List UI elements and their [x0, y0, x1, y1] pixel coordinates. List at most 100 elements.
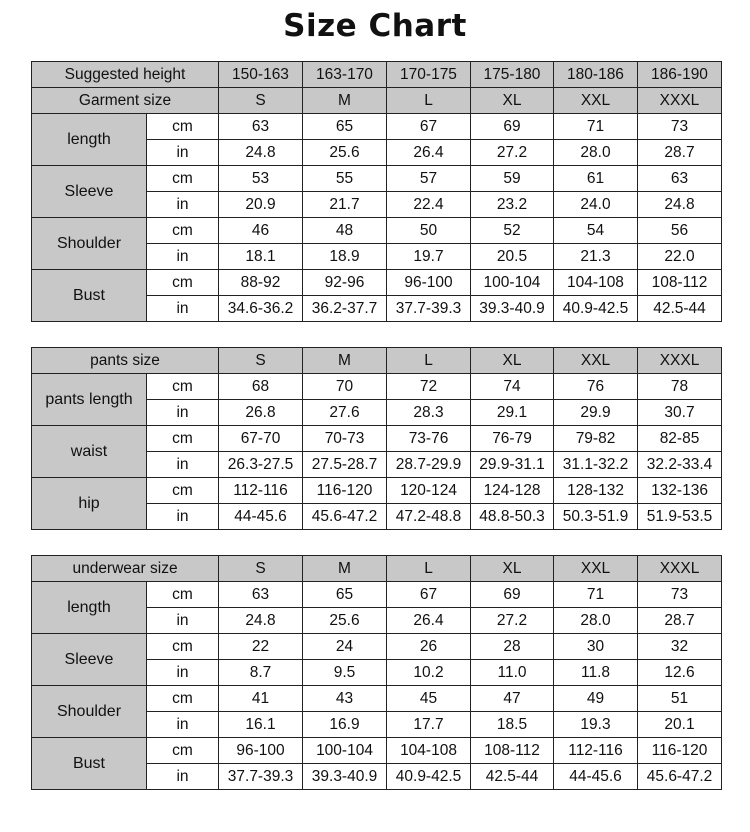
value-cell: 10.2 [386, 659, 472, 686]
value-cell: 18.5 [470, 711, 555, 738]
value-cell: 67 [386, 581, 472, 608]
table-row: Shoulder cm 46 48 50 52 54 56 [31, 217, 722, 270]
header-cell: S [218, 87, 303, 114]
value-cell: 76 [553, 373, 639, 400]
header-cell: L [386, 555, 472, 582]
value-cell: 34.6-36.2 [218, 295, 303, 322]
value-cell: 73 [637, 581, 723, 608]
value-cell: 28 [470, 633, 555, 660]
header-cell: XXXL [637, 555, 723, 582]
value-cell: 44-45.6 [553, 763, 639, 790]
value-cell: 48 [302, 217, 387, 244]
header-cell: S [218, 555, 304, 582]
value-cell: 20.5 [470, 243, 554, 270]
value-cell: 100-104 [470, 269, 554, 296]
value-cell: 112-116 [553, 737, 639, 764]
table-row: in 34.6-36.2 36.2-37.7 37.7-39.3 39.3-40.9 40… [32, 295, 722, 322]
value-cell: 22.4 [386, 191, 471, 218]
value-cell: 104-108 [386, 737, 472, 764]
value-cell: 45 [386, 685, 472, 712]
header-cell: XL [470, 555, 555, 582]
header-row: Garment size S M L XL XXL XXXL [31, 87, 722, 114]
value-cell: 16.1 [218, 711, 304, 738]
value-cell: 18.9 [302, 243, 387, 270]
value-cell: 8.7 [218, 659, 304, 686]
unit-cell: in [145, 659, 220, 686]
unit-cell: in [146, 295, 219, 322]
value-cell: 26 [386, 633, 472, 660]
value-cell: 67-70 [218, 425, 304, 452]
value-cell: 39.3-40.9 [470, 295, 554, 322]
value-cell: 28.3 [386, 399, 472, 426]
value-cell: 108-112 [470, 737, 555, 764]
value-cell: 46 [218, 217, 303, 244]
value-cell: 24.8 [218, 139, 303, 166]
value-cell: 45.6-47.2 [637, 763, 723, 790]
underwear-size-table: underwear size S M L XL XXL XXXL length cm 63 65 67… [30, 555, 723, 790]
table-row: waist cm 67-70 70-73 73-76 76-79 79-82 82-85 [31, 425, 723, 478]
value-cell: 96-100 [386, 269, 471, 296]
table-row: in 26.3-27.5 27.5-28.7 28.7-29.9 29.9-31.1 31… [32, 451, 723, 478]
table-row: in 20.9 21.7 22.4 23.2 24.0 24.8 [32, 191, 722, 218]
value-cell: 9.5 [302, 659, 388, 686]
value-cell: 76-79 [470, 425, 555, 452]
value-cell: 44-45.6 [218, 503, 304, 530]
unit-cell: cm [146, 217, 219, 244]
value-cell: 16.9 [302, 711, 388, 738]
header-row: pants size S M L XL XXL XXXL [30, 347, 723, 374]
value-cell: 42.5-44 [470, 763, 555, 790]
value-cell: 26.4 [386, 607, 472, 634]
value-cell: 71 [553, 113, 638, 140]
value-cell: 19.3 [553, 711, 639, 738]
value-cell: 69 [470, 113, 554, 140]
table-row: Bust cm 88-92 92-96 96-100 100-104 104-108 108-… [31, 269, 722, 322]
value-cell: 28.0 [553, 139, 638, 166]
value-cell: 72 [386, 373, 472, 400]
value-cell: 108-112 [637, 269, 722, 296]
table-row: hip cm 112-116 116-120 120-124 124-128 128-132… [31, 477, 723, 530]
value-cell: 11.0 [470, 659, 555, 686]
value-cell: 25.6 [302, 139, 387, 166]
value-cell: 65 [302, 113, 387, 140]
value-cell: 82-85 [637, 425, 723, 452]
value-cell: 88-92 [218, 269, 303, 296]
value-cell: 128-132 [553, 477, 639, 504]
value-cell: 53 [218, 165, 303, 192]
unit-cell: cm [145, 425, 220, 452]
unit-cell: in [146, 191, 219, 218]
measurement-label: Bust [31, 737, 147, 790]
header-row: underwear size S M L XL XXL XXXL [30, 555, 723, 582]
unit-cell: in [145, 607, 220, 634]
value-cell: 24.0 [553, 191, 638, 218]
value-cell: 116-120 [302, 477, 388, 504]
unit-cell: in [146, 139, 219, 166]
value-cell: 55 [302, 165, 387, 192]
table-row: length cm 63 65 67 69 71 73 [31, 113, 722, 166]
value-cell: 116-120 [637, 737, 723, 764]
value-cell: 47 [470, 685, 555, 712]
value-cell: 42.5-44 [637, 295, 722, 322]
value-cell: 48.8-50.3 [470, 503, 555, 530]
value-cell: 28.0 [553, 607, 639, 634]
pants-size-table: pants size S M L XL XXL XXXL pants length cm 68 70… [30, 347, 723, 530]
unit-cell: cm [145, 581, 220, 608]
value-cell: 96-100 [218, 737, 304, 764]
value-cell: 57 [386, 165, 471, 192]
table-row: pants length cm 68 70 72 74 76 78 [31, 373, 723, 426]
header-cell: 163-170 [302, 61, 387, 88]
unit-cell: cm [145, 477, 220, 504]
value-cell: 100-104 [302, 737, 388, 764]
value-cell: 79-82 [553, 425, 639, 452]
value-cell: 104-108 [553, 269, 638, 296]
header-label: underwear size [30, 555, 220, 582]
measurement-label: Bust [31, 269, 147, 322]
value-cell: 25.6 [302, 607, 388, 634]
value-cell: 49 [553, 685, 639, 712]
value-cell: 21.3 [553, 243, 638, 270]
unit-cell: in [145, 451, 220, 478]
unit-cell: in [145, 399, 220, 426]
value-cell: 20.1 [637, 711, 723, 738]
value-cell: 28.7 [637, 607, 723, 634]
value-cell: 23.2 [470, 191, 554, 218]
table-row: in 24.8 25.6 26.4 27.2 28.0 28.7 [32, 607, 723, 634]
